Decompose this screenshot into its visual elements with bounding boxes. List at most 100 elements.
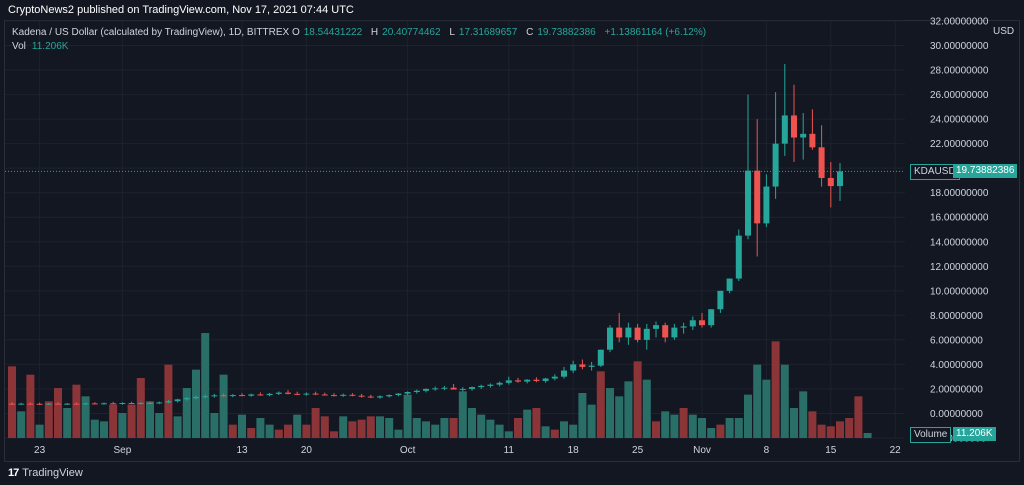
candlestick-chart[interactable]: 32.00000000 30.00000000 28.00000000 26.0000… [0, 0, 1024, 462]
candle-body [82, 403, 89, 405]
price-tick-label: 28.00000000 [930, 66, 989, 77]
candle-body [800, 133, 807, 138]
candle-body [809, 133, 816, 148]
volume-bar [541, 426, 550, 438]
volume-legend-value: 11.206K [31, 41, 69, 52]
date-tick-label: 15 [825, 445, 837, 456]
volume-bar [790, 408, 798, 438]
price-tick-label: 16.00000000 [930, 213, 989, 224]
tradingview-logo-icon: 17 [8, 467, 19, 479]
candle-body [395, 393, 402, 396]
volume-bar [633, 361, 642, 438]
candle-body [781, 115, 788, 144]
volume-bar [357, 419, 366, 438]
volume-bar [440, 418, 449, 438]
candle-body [183, 398, 190, 400]
volume-bar [854, 396, 863, 438]
candle-body [515, 380, 521, 382]
candle-body [18, 403, 25, 405]
open-value: 18.54431222 [303, 27, 363, 38]
date-tick-label: Oct [400, 445, 416, 456]
volume-bar [54, 388, 62, 438]
candle-body [616, 327, 623, 338]
volume-bar [44, 401, 53, 438]
candle-body [36, 403, 43, 405]
price-tick-label: 24.00000000 [930, 115, 989, 126]
tradingview-logo[interactable]: 17 TradingView [8, 467, 83, 479]
candle-body [119, 403, 126, 405]
candle-body [147, 402, 153, 404]
volume-bar [486, 419, 495, 438]
volume-bar [458, 391, 467, 438]
volume-bar [587, 404, 596, 438]
change-value: +1.13861164 (+6.12%) [604, 27, 707, 38]
volume-bar [780, 364, 789, 438]
price-tick-label: 22.00000000 [930, 139, 989, 150]
candle-body [441, 387, 448, 389]
candle-body [331, 395, 337, 397]
candle-body [542, 378, 549, 381]
candle-body [321, 394, 328, 396]
volume-bar [652, 421, 660, 438]
volume-legend-label: Vol [12, 41, 26, 52]
low-value: 17.31689657 [458, 27, 518, 38]
volume-bar [72, 384, 81, 438]
candle-body [588, 365, 595, 367]
volume-bar [523, 409, 532, 438]
volume-bar [716, 424, 725, 438]
date-tick-label: 20 [301, 445, 313, 456]
date-tick-label: 18 [568, 445, 580, 456]
candle-body [597, 349, 604, 366]
candle-body [827, 177, 834, 187]
date-tick-label: Sep [114, 445, 132, 456]
candle-body [791, 115, 797, 138]
volume-bar [118, 413, 127, 438]
volume-bar [127, 404, 136, 438]
candle-body [772, 143, 779, 187]
candle-body [505, 380, 512, 383]
candle-body [570, 364, 577, 371]
volume-bar [477, 414, 486, 438]
volume-bar [238, 414, 246, 438]
volume-bar [210, 413, 219, 438]
volume-label-tag: Volume [910, 427, 952, 443]
price-tick-label: 32.00000000 [930, 17, 989, 28]
volume-bar [412, 418, 421, 438]
volume-bar [569, 424, 578, 438]
volume-bar [247, 428, 256, 438]
candle-body [607, 327, 613, 350]
volume-bar [274, 429, 283, 438]
low-label: L [449, 27, 455, 38]
candle-body [717, 290, 724, 310]
volume-bar [201, 333, 210, 438]
volume-bar [449, 418, 458, 438]
candle-body [27, 403, 34, 405]
volume-bar [339, 416, 348, 438]
volume-bar [688, 414, 697, 438]
candle-body [257, 394, 264, 396]
volume-bar [725, 418, 734, 438]
volume-bar [422, 421, 430, 438]
candle-body [625, 327, 632, 338]
candle-body [9, 403, 15, 405]
volume-tag-label: Volume [914, 429, 948, 440]
volume-bar [385, 418, 394, 438]
volume-bar [799, 391, 808, 438]
candle-body [754, 170, 761, 224]
volume-bar [155, 413, 164, 438]
volume-bar [26, 374, 35, 438]
candle-body [726, 278, 733, 291]
volume-bar [8, 366, 16, 438]
candle-body [735, 235, 742, 279]
candle-body [478, 385, 485, 388]
volume-legend: Vol 11.206K [12, 40, 68, 54]
volume-bar [173, 416, 182, 438]
candle-body [643, 328, 650, 340]
volume-bar [863, 433, 872, 438]
volume-bar [514, 418, 522, 438]
price-tick-label: 14.00000000 [930, 237, 989, 248]
volume-bar [771, 341, 780, 438]
candle-body [450, 387, 457, 390]
volume-bar [606, 388, 614, 438]
candle-body [73, 403, 80, 405]
